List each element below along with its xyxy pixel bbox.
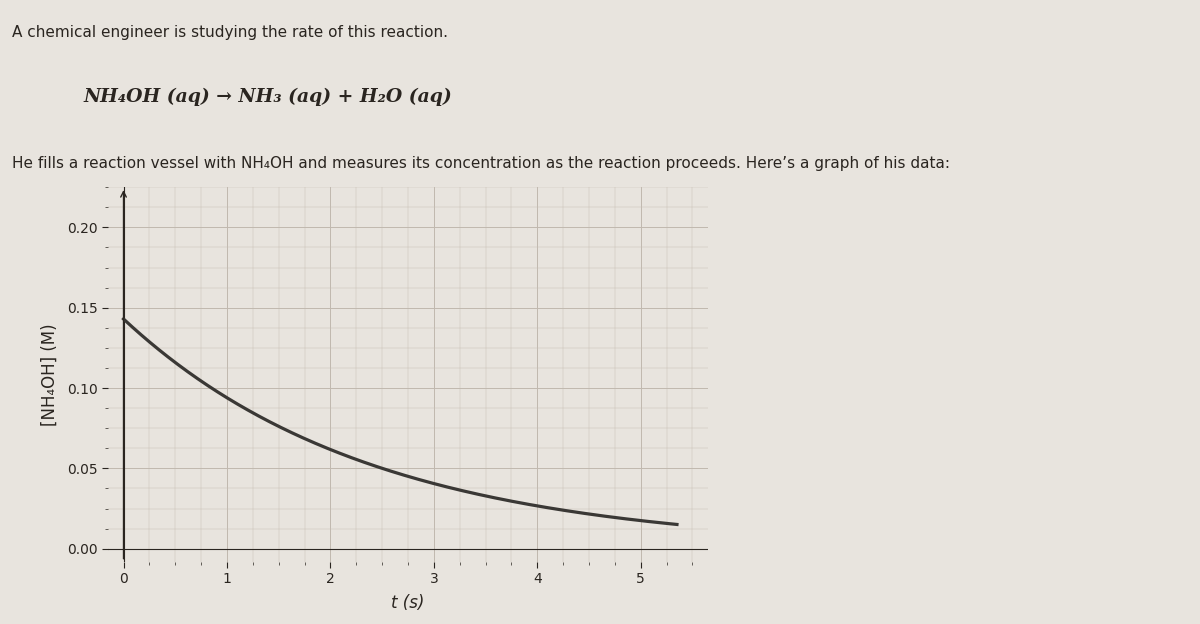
X-axis label: t (s): t (s) [391, 594, 425, 612]
Text: He fills a reaction vessel with NH₄OH and measures its concentration as the reac: He fills a reaction vessel with NH₄OH an… [12, 156, 950, 171]
Text: NH₄OH (aq) → NH₃ (aq) + H₂O (aq): NH₄OH (aq) → NH₃ (aq) + H₂O (aq) [84, 87, 452, 105]
Text: A chemical engineer is studying the rate of this reaction.: A chemical engineer is studying the rate… [12, 25, 448, 40]
Y-axis label: [NH₄OH] (M): [NH₄OH] (M) [41, 323, 59, 426]
